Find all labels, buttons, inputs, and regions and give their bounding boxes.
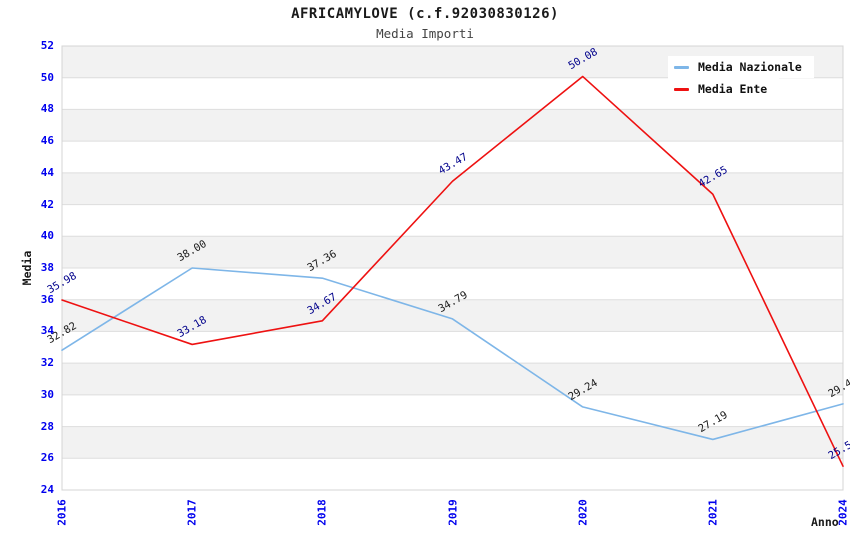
legend-label: Media Nazionale — [698, 60, 802, 74]
x-axis-title: Anno — [811, 515, 839, 529]
y-tick-label: 38 — [40, 261, 54, 274]
x-tick-label: 2016 — [55, 499, 69, 526]
x-tick-label: 2018 — [315, 499, 329, 526]
legend-label: Media Ente — [698, 82, 768, 96]
y-tick-label: 30 — [40, 387, 54, 401]
y-tick-label: 44 — [40, 165, 54, 179]
media-nazionale-line-swatch-icon — [674, 65, 689, 69]
y-tick-label: 28 — [40, 419, 54, 433]
media-ente-line-swatch-icon — [674, 87, 689, 91]
plot-band — [62, 109, 843, 142]
plot-band — [62, 299, 843, 332]
plot-band — [62, 172, 843, 205]
y-axis-title: Media — [20, 250, 34, 286]
y-tick-label: 34 — [40, 324, 54, 338]
plot-band — [62, 426, 843, 459]
y-tick-label: 40 — [40, 229, 54, 243]
x-tick-label: 2019 — [446, 499, 459, 526]
chart-subtitle: Media Importi — [376, 26, 474, 41]
y-tick-label: 48 — [40, 102, 54, 116]
y-tick-label: 24 — [40, 483, 54, 496]
plot-border — [61, 45, 844, 491]
x-tick-label: 2017 — [185, 499, 199, 526]
x-tick-label: 2020 — [576, 499, 590, 526]
series-line-media-ente — [61, 75, 844, 468]
y-tick-label: 50 — [40, 70, 54, 84]
legend: Media Nazionale Media Ente — [668, 56, 814, 100]
y-tick-label: 32 — [40, 356, 54, 370]
y-tick-label: 46 — [40, 134, 54, 148]
y-tick-label: 52 — [40, 39, 54, 52]
x-tick-label: 2021 — [706, 499, 720, 526]
series-line-media-nazionale — [61, 267, 844, 441]
y-tick-label: 26 — [40, 451, 54, 465]
plot-band — [62, 236, 843, 268]
legend-item-media-nazionale[interactable]: Media Nazionale — [668, 56, 814, 78]
chart-title: AFRICAMYLOVE (c.f.92030830126) — [291, 6, 559, 22]
y-tick-label: 42 — [40, 197, 54, 211]
y-tick-label: 36 — [40, 292, 54, 306]
legend-item-media-ente[interactable]: Media Ente — [668, 78, 780, 100]
plot-band — [62, 363, 843, 395]
